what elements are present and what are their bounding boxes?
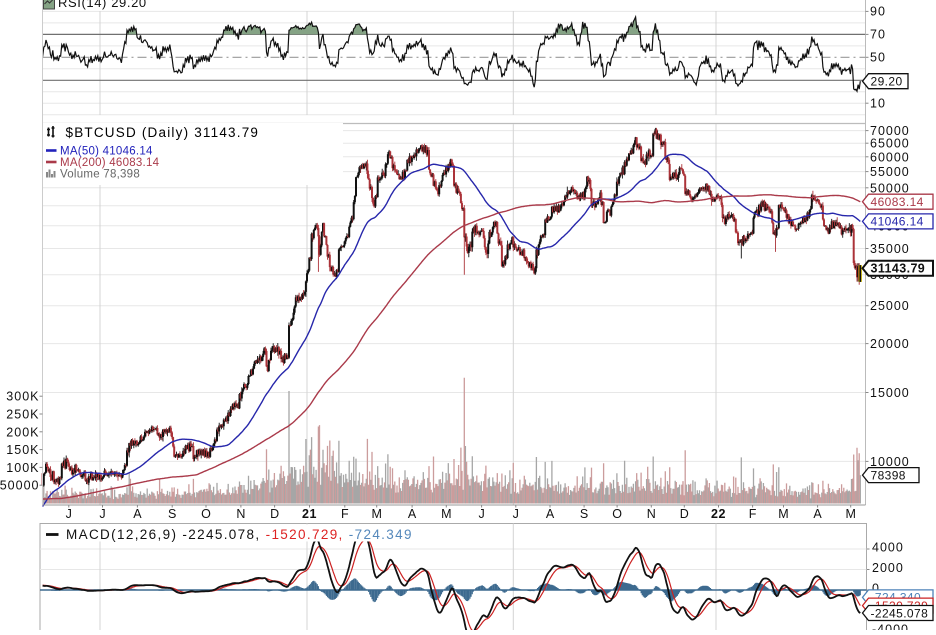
- svg-text:D: D: [270, 507, 279, 521]
- svg-text:A: A: [546, 507, 555, 521]
- svg-text:F: F: [749, 507, 757, 521]
- svg-text:$BTCUSD (Daily) 31143.79: $BTCUSD (Daily) 31143.79: [66, 125, 260, 140]
- svg-text:10: 10: [870, 97, 886, 111]
- svg-text:4000: 4000: [872, 540, 904, 554]
- svg-text:Volume 78,398: Volume 78,398: [60, 169, 140, 181]
- svg-text:100K: 100K: [6, 461, 39, 475]
- svg-text:MA(200) 46083.14: MA(200) 46083.14: [60, 157, 160, 169]
- svg-text:10000: 10000: [870, 455, 910, 469]
- svg-text:65000: 65000: [870, 137, 910, 151]
- svg-text:N: N: [647, 507, 656, 521]
- svg-text:50: 50: [870, 51, 886, 65]
- svg-text:15000: 15000: [870, 386, 910, 400]
- svg-text:0: 0: [872, 581, 880, 595]
- svg-text:A: A: [813, 507, 822, 521]
- svg-text:D: D: [680, 507, 689, 521]
- svg-text:2000: 2000: [872, 561, 904, 575]
- svg-text:F: F: [341, 507, 349, 521]
- svg-text:35000: 35000: [870, 242, 910, 256]
- svg-text:250K: 250K: [6, 408, 39, 422]
- svg-text:-4000: -4000: [872, 622, 909, 630]
- svg-text:M: M: [441, 507, 451, 521]
- svg-text:O: O: [201, 507, 211, 521]
- svg-text:41046.14: 41046.14: [871, 215, 924, 229]
- svg-text:50000: 50000: [0, 479, 40, 493]
- svg-text:MACD(12,26,9) -2245.078, -1520: MACD(12,26,9) -2245.078, -1520.729, -724…: [66, 527, 413, 542]
- svg-text:60000: 60000: [870, 150, 910, 164]
- svg-text:22: 22: [711, 507, 726, 521]
- svg-text:300K: 300K: [6, 390, 39, 404]
- svg-text:A: A: [133, 507, 142, 521]
- svg-text:A: A: [408, 507, 417, 521]
- svg-text:200K: 200K: [6, 425, 39, 439]
- svg-text:150K: 150K: [6, 443, 39, 457]
- svg-text:78398: 78398: [871, 468, 906, 482]
- svg-text:MA(50) 41046.14: MA(50) 41046.14: [60, 146, 153, 158]
- svg-text:20000: 20000: [870, 337, 910, 351]
- svg-text:S: S: [580, 507, 588, 521]
- svg-text:70000: 70000: [870, 124, 910, 138]
- svg-text:46083.14: 46083.14: [871, 195, 924, 209]
- svg-text:M: M: [845, 507, 855, 521]
- svg-text:-2245.078: -2245.078: [871, 606, 929, 620]
- svg-text:21: 21: [302, 507, 317, 521]
- svg-text:55000: 55000: [870, 165, 910, 179]
- svg-text:J: J: [478, 507, 484, 521]
- svg-text:M: M: [371, 507, 381, 521]
- svg-text:31143.79: 31143.79: [871, 262, 926, 276]
- svg-text:M: M: [778, 507, 788, 521]
- svg-text:29.20: 29.20: [871, 75, 903, 89]
- svg-text:J: J: [66, 507, 72, 521]
- svg-text:90: 90: [870, 5, 886, 19]
- svg-text:50000: 50000: [870, 181, 910, 195]
- svg-text:25000: 25000: [870, 299, 910, 313]
- svg-text:J: J: [513, 507, 519, 521]
- svg-text:N: N: [236, 507, 245, 521]
- svg-text:O: O: [612, 507, 622, 521]
- svg-text:70: 70: [870, 28, 886, 42]
- svg-text:S: S: [168, 507, 176, 521]
- svg-text:J: J: [99, 507, 105, 521]
- svg-text:RSI(14) 29.20: RSI(14) 29.20: [58, 0, 147, 10]
